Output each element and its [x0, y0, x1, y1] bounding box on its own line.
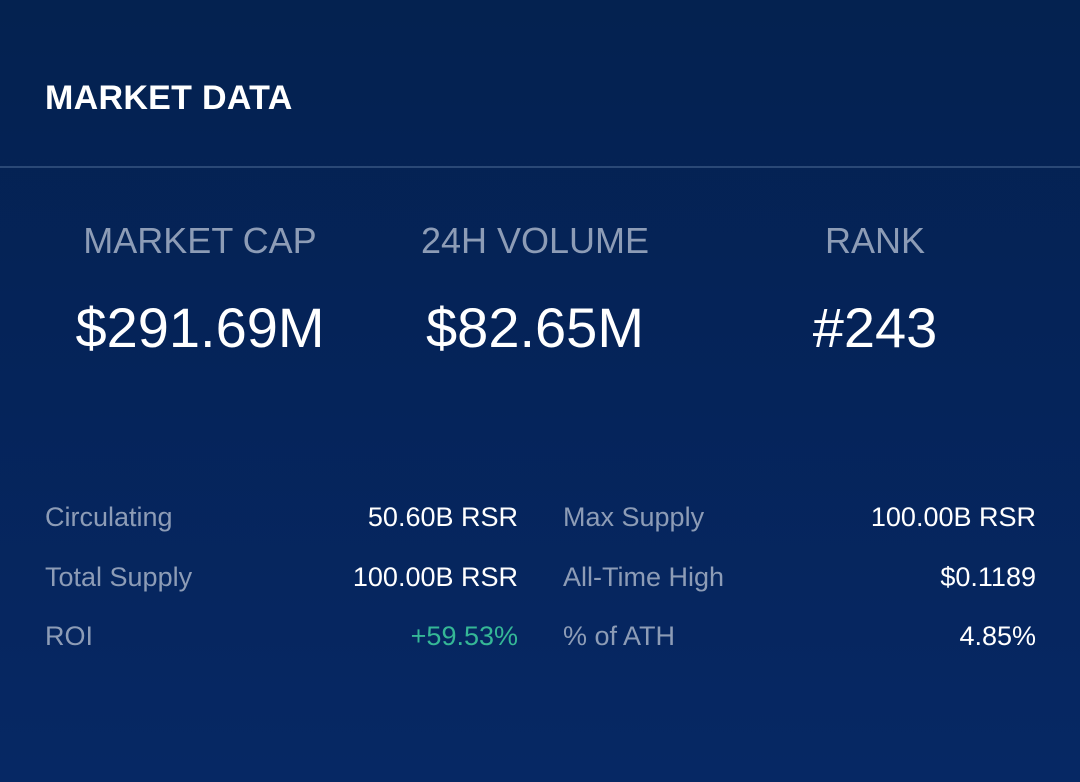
market-cap-stat: MARKET CAP $291.69M: [40, 220, 360, 360]
pct-of-ath-value: 4.85%: [959, 621, 1036, 651]
pct-of-ath-row: % of ATH 4.85%: [563, 619, 1036, 653]
volume-24h-value: $82.65M: [426, 296, 644, 359]
header-divider: [0, 166, 1080, 168]
roi-label: ROI: [45, 621, 94, 651]
circulating-label: Circulating: [45, 502, 173, 532]
total-supply-value: 100.00B RSR: [352, 562, 518, 592]
max-supply-label: Max Supply: [563, 502, 705, 532]
circulating-row: Circulating 50.60B RSR: [45, 500, 518, 534]
rank-stat: RANK #243: [715, 220, 1035, 360]
market-cap-value: $291.69M: [75, 296, 325, 359]
total-supply-label: Total Supply: [45, 562, 193, 592]
section-title: MARKET DATA: [45, 79, 293, 117]
rank-label: RANK: [824, 220, 926, 261]
circulating-value: 50.60B RSR: [367, 502, 518, 532]
pct-of-ath-label: % of ATH: [563, 621, 676, 651]
all-time-high-label: All-Time High: [563, 562, 725, 592]
all-time-high-row: All-Time High $0.1189: [563, 560, 1036, 594]
max-supply-value: 100.00B RSR: [870, 502, 1036, 532]
rank-value: #243: [812, 296, 938, 359]
roi-row: ROI +59.53%: [45, 619, 518, 653]
volume-24h-label: 24H VOLUME: [420, 220, 650, 261]
total-supply-row: Total Supply 100.00B RSR: [45, 560, 518, 594]
volume-24h-stat: 24H VOLUME $82.65M: [375, 220, 695, 360]
max-supply-row: Max Supply 100.00B RSR: [563, 500, 1036, 534]
market-cap-label: MARKET CAP: [83, 220, 317, 261]
roi-value: +59.53%: [410, 621, 518, 651]
section-header: MARKET DATA: [0, 0, 1080, 166]
all-time-high-value: $0.1189: [940, 562, 1036, 592]
